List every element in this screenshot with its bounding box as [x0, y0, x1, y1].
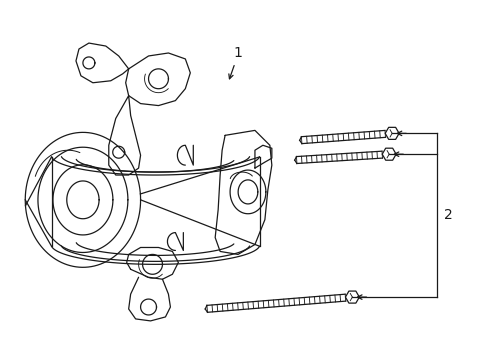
Text: 1: 1 [233, 46, 242, 60]
Text: 2: 2 [443, 208, 452, 222]
